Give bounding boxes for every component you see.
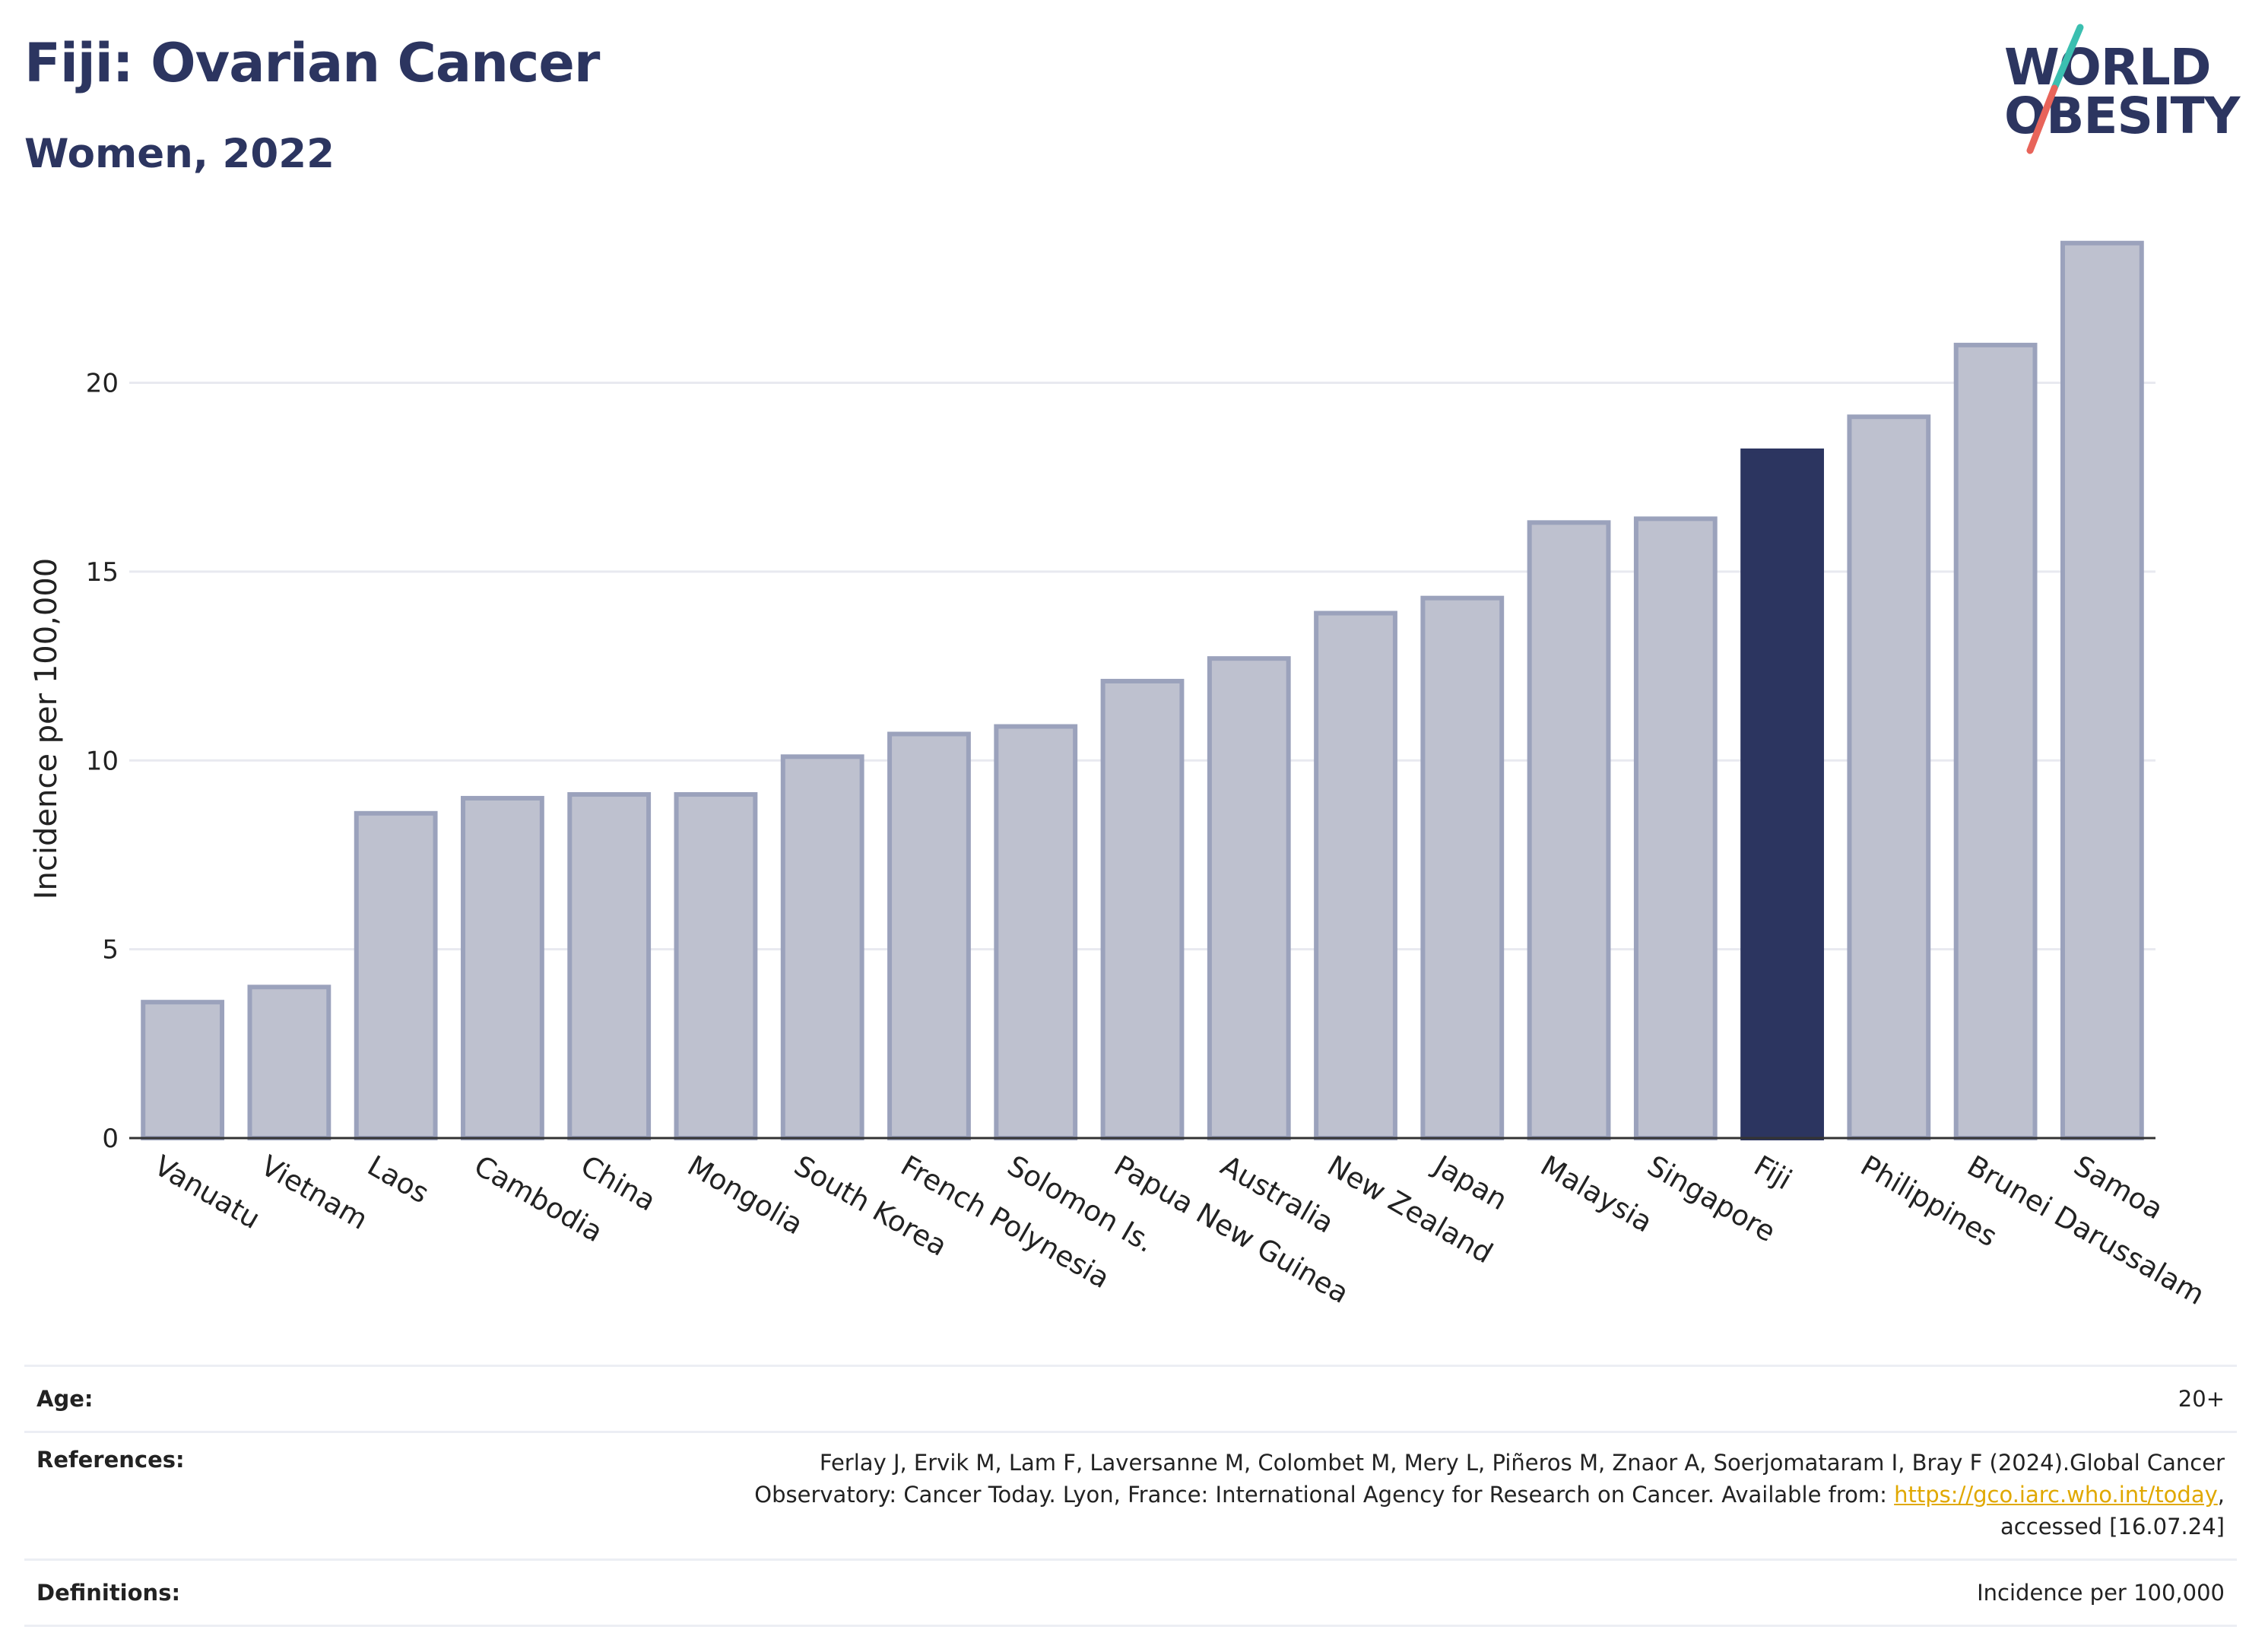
x-tick-label: China (576, 1149, 661, 1218)
bar-brunei-darussalam (1953, 342, 2038, 1140)
logo-slash-icon (2026, 24, 2084, 154)
x-tick-label: Vietnam (255, 1149, 373, 1236)
references-comma: , (2217, 1482, 2225, 1508)
bar-australia (1207, 656, 1291, 1140)
age-row: Age: 20+ (24, 1365, 2237, 1431)
x-tick-label: Vanuatu (149, 1149, 266, 1236)
bar-japan (1420, 595, 1505, 1140)
references-link[interactable]: https://gco.iarc.who.int/today (1894, 1482, 2218, 1508)
bar-south-korea (780, 754, 864, 1140)
bar-mongolia (674, 791, 758, 1140)
y-tick-label: 0 (102, 1124, 119, 1154)
x-tick-label: Malaysia (1535, 1149, 1658, 1239)
info-table: Age: 20+ References: Ferlay J, Ervik M, … (24, 1365, 2237, 1627)
bar-papua-new-guinea (1100, 678, 1185, 1140)
bar-malaysia (1527, 520, 1611, 1140)
definitions-label: Definitions: (36, 1580, 181, 1606)
x-tick-label: Japan (1427, 1149, 1513, 1217)
y-tick-label: 20 (86, 369, 119, 399)
references-line-1: Ferlay J, Ervik M, Lam F, Laversanne M, … (819, 1450, 2225, 1476)
bar-fiji (1740, 448, 1824, 1140)
references-line-2: Observatory: Cancer Today. Lyon, France:… (754, 1482, 1895, 1508)
bar-china (567, 791, 652, 1140)
bar-cambodia (461, 795, 544, 1140)
definitions-row: Definitions: Incidence per 100,000 (24, 1558, 2237, 1627)
references-row: References: Ferlay J, Ervik M, Lam F, La… (24, 1431, 2237, 1558)
bar-french-polynesia (887, 731, 971, 1140)
x-tick-label: Laos (362, 1149, 434, 1210)
bar-laos (354, 810, 438, 1140)
y-tick-label: 5 (102, 935, 119, 966)
age-value: 20+ (2178, 1386, 2225, 1412)
y-tick-label: 15 (86, 557, 119, 588)
chart-subtitle: Women, 2022 (24, 131, 335, 177)
bar-solomon-is (994, 724, 1078, 1140)
world-obesity-logo: WORLD OBESITY (1992, 23, 2240, 160)
age-label: Age: (36, 1386, 94, 1412)
bar-vanuatu (141, 1000, 225, 1141)
logo-word-world: WORLD (2004, 38, 2212, 97)
bar-new-zealand (1314, 610, 1397, 1140)
y-axis-ticks: 0 5 10 15 20 (86, 369, 119, 1154)
definitions-value: Incidence per 100,000 (1977, 1580, 2225, 1606)
references-value: Ferlay J, Ervik M, Lam F, Laversanne M, … (754, 1447, 2237, 1543)
y-tick-label: 10 (86, 746, 119, 776)
x-tick-label: Mongolia (682, 1149, 808, 1241)
x-tick-label: Fiji (1749, 1149, 1797, 1197)
references-line-3: accessed [16.07.24] (2000, 1514, 2225, 1539)
y-axis-title: Incidence per 100,000 (29, 558, 64, 900)
bar-philippines (1847, 414, 1931, 1140)
bar-singapore (1633, 516, 1718, 1140)
bar-vietnam (247, 985, 331, 1141)
chart-title: Fiji: Ovarian Cancer (24, 32, 600, 94)
bar-samoa (2060, 240, 2144, 1141)
bars (141, 240, 2144, 1141)
references-label: References: (36, 1447, 185, 1473)
